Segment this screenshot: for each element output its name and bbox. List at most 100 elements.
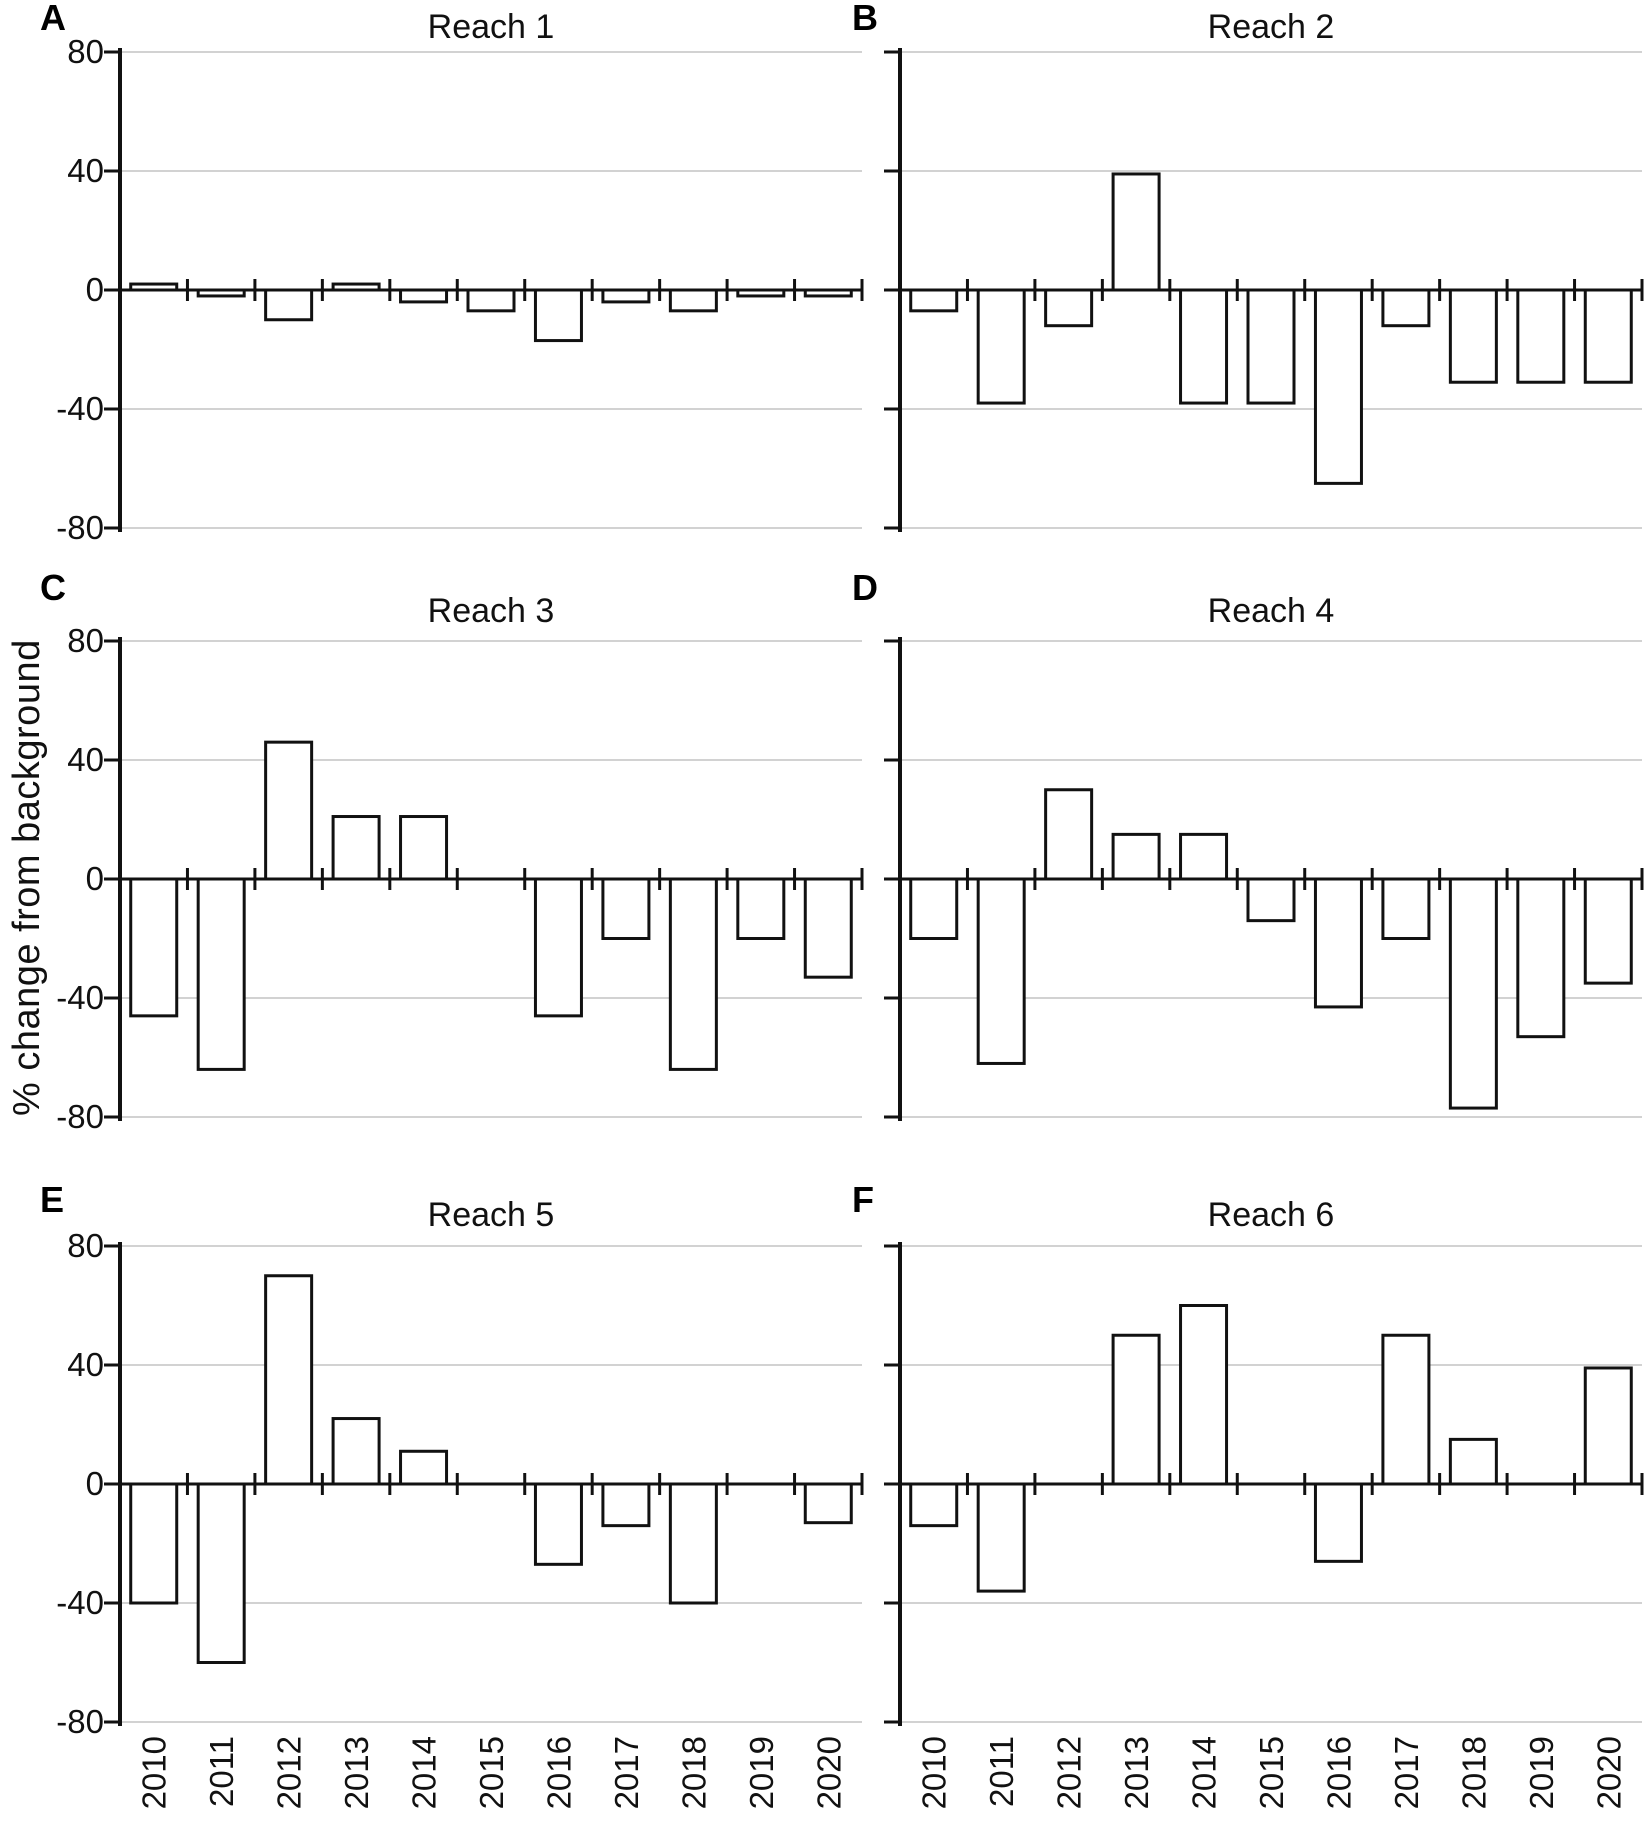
- bar-2016: [533, 1482, 583, 1566]
- panel-label-f: F: [852, 1179, 874, 1220]
- x-tick-label-2017: 2017: [1388, 1736, 1425, 1809]
- bar-2018: [668, 1482, 718, 1605]
- bar-2011: [976, 1482, 1026, 1593]
- bar-2012: [1044, 288, 1094, 328]
- bar-2012: [264, 288, 314, 322]
- panel-reach-6: F Reach 6 2010 2011 2012 2013 2014 2015 2016 2017…: [852, 1179, 1644, 1809]
- x-tick-label-2015: 2015: [1253, 1736, 1290, 1809]
- panel-reach-3: 80 40 0 -40 -80 C Reach 3: [40, 567, 864, 1135]
- bar-2020: [1583, 288, 1633, 384]
- bar-2015: [466, 288, 516, 313]
- x-tick-label-2016: 2016: [540, 1736, 577, 1809]
- panel-label-a: A: [40, 0, 66, 38]
- bar-2020: [1583, 1366, 1633, 1486]
- bar-2010: [129, 1482, 179, 1605]
- bar-2016: [1313, 288, 1363, 485]
- bar-2020: [1583, 877, 1633, 985]
- bar-2018: [1448, 1437, 1498, 1486]
- x-tick-label-2014: 2014: [1186, 1736, 1223, 1809]
- x-tick-label-2018: 2018: [675, 1736, 712, 1809]
- y-axis-label: % change from background: [6, 639, 48, 1116]
- panel-reach-1: 80 40 0 -40 -80 A Reach 1: [40, 0, 864, 546]
- panel-title: Reach 5: [428, 1196, 555, 1234]
- panel-title: Reach 3: [428, 592, 555, 630]
- bar-2017: [601, 288, 651, 304]
- x-tick-label-2020: 2020: [1590, 1736, 1627, 1809]
- x-tick-label-2018: 2018: [1455, 1736, 1492, 1809]
- bar-2011: [976, 288, 1026, 405]
- bar-2016: [533, 877, 583, 1018]
- bar-2017: [601, 877, 651, 940]
- panel-title: Reach 1: [428, 8, 555, 46]
- y-tick-label: 80: [67, 1227, 104, 1264]
- bar-2011: [196, 1482, 246, 1664]
- bar-2011: [196, 877, 246, 1071]
- y-tick-label: 40: [67, 1346, 104, 1383]
- bar-2017: [601, 1482, 651, 1528]
- panel-title: Reach 2: [1208, 8, 1335, 46]
- bar-2019: [1516, 877, 1566, 1039]
- bar-2018: [1448, 877, 1498, 1110]
- bar-2010: [909, 877, 959, 940]
- y-tick-label: 40: [67, 741, 104, 778]
- bar-2015: [1246, 288, 1296, 405]
- bar-2013: [1111, 172, 1161, 292]
- y-tick-label: 40: [67, 152, 104, 189]
- bar-2014: [1179, 288, 1229, 405]
- bar-2016: [533, 288, 583, 343]
- x-tick-label-2020: 2020: [810, 1736, 847, 1809]
- bar-2013: [331, 1417, 381, 1486]
- y-tick-label: 80: [67, 33, 104, 70]
- bar-2014: [1179, 1304, 1229, 1486]
- y-tick-label: 80: [67, 622, 104, 659]
- bar-2013: [1111, 1333, 1161, 1486]
- bar-2012: [264, 740, 314, 881]
- x-tick-label-2012: 2012: [1051, 1736, 1088, 1809]
- y-tick-label: 0: [86, 860, 104, 897]
- bar-2020: [803, 877, 853, 979]
- panel-title: Reach 4: [1208, 592, 1335, 630]
- x-tick-label-2011: 2011: [203, 1736, 240, 1807]
- bar-2012: [1044, 788, 1094, 881]
- y-tick-label: -40: [56, 1584, 104, 1621]
- y-tick-label: -40: [56, 390, 104, 427]
- bar-2018: [668, 288, 718, 313]
- x-tick-label-2013: 2013: [338, 1736, 375, 1809]
- bar-2013: [331, 815, 381, 881]
- y-tick-label: -80: [56, 1098, 104, 1135]
- bar-2019: [1516, 288, 1566, 384]
- y-tick-label: -40: [56, 979, 104, 1016]
- bar-2018: [1448, 288, 1498, 384]
- x-tick-label-2014: 2014: [406, 1736, 443, 1809]
- bar-2017: [1381, 877, 1431, 940]
- x-tick-label-2019: 2019: [1523, 1736, 1560, 1809]
- x-tick-label-2012: 2012: [271, 1736, 308, 1809]
- bar-2010: [909, 288, 959, 313]
- bar-2019: [736, 877, 786, 940]
- y-tick-label: -80: [56, 509, 104, 546]
- y-tick-label: 0: [86, 271, 104, 308]
- y-tick-label: -80: [56, 1703, 104, 1740]
- x-tick-label-2013: 2013: [1118, 1736, 1155, 1809]
- bar-2020: [803, 1482, 853, 1525]
- bar-2017: [1381, 1333, 1431, 1486]
- x-tick-label-2011: 2011: [983, 1736, 1020, 1807]
- panel-label-c: C: [40, 567, 66, 608]
- panel-label-d: D: [852, 567, 878, 608]
- bar-2016: [1313, 877, 1363, 1009]
- panel-reach-4: D Reach 4: [852, 567, 1644, 1121]
- panel-label-b: B: [852, 0, 878, 38]
- x-tick-label-2016: 2016: [1320, 1736, 1357, 1809]
- bar-2011: [976, 877, 1026, 1065]
- bar-2014: [1179, 832, 1229, 881]
- x-tick-label-2010: 2010: [916, 1736, 953, 1809]
- bar-2010: [909, 1482, 959, 1528]
- bar-2012: [264, 1274, 314, 1486]
- bar-2015: [1246, 877, 1296, 923]
- x-tick-label-2015: 2015: [473, 1736, 510, 1809]
- panel-label-e: E: [40, 1179, 64, 1220]
- x-tick-label-2017: 2017: [608, 1736, 645, 1809]
- y-tick-label: 0: [86, 1465, 104, 1502]
